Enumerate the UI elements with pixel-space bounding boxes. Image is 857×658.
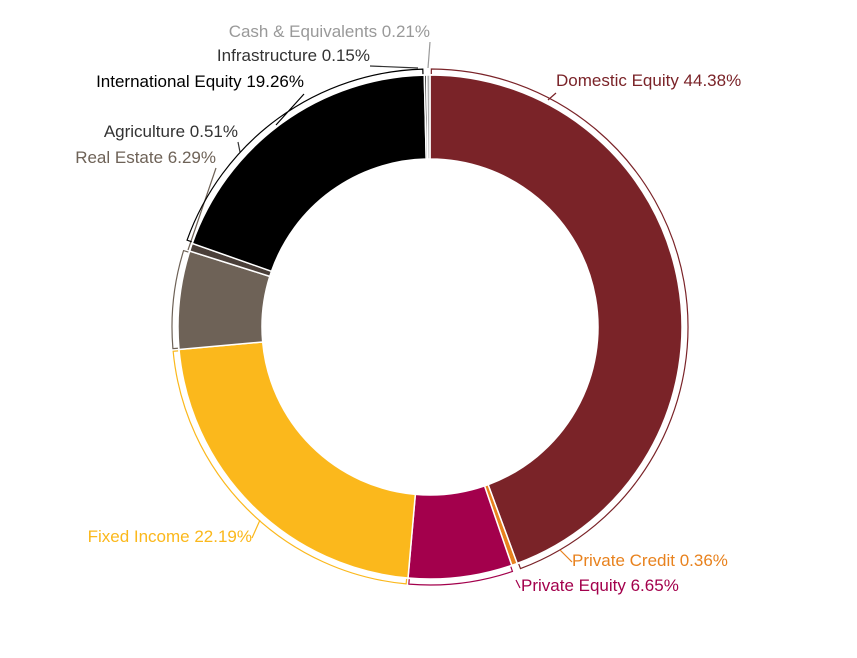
- leader-line: [172, 350, 408, 585]
- slice-domestic-equity: [429, 74, 683, 565]
- leader-line: [237, 141, 241, 153]
- leader-line: [171, 167, 217, 350]
- slice-cash-equivalents: [425, 74, 431, 160]
- slice-label-real-estate: Real Estate 6.29%: [75, 148, 216, 167]
- slice-label-private-credit: Private Credit 0.36%: [572, 551, 728, 570]
- leader-line: [559, 549, 573, 563]
- slice-label-fixed-income: Fixed Income 22.19%: [88, 527, 252, 546]
- leader-line: [430, 68, 689, 570]
- label-leader-lines: [171, 41, 689, 589]
- slice-label-domestic-equity: Domestic Equity 44.38%: [556, 71, 741, 90]
- slice-fixed-income: [178, 341, 417, 579]
- slice-international-equity: [191, 74, 427, 273]
- slice-label-cash-equivalents: Cash & Equivalents 0.21%: [229, 22, 430, 41]
- leader-line: [427, 41, 431, 69]
- donut-slices: [177, 74, 683, 580]
- leader-line: [369, 65, 419, 69]
- slice-label-agriculture: Agriculture 0.51%: [104, 122, 238, 141]
- leader-line: [408, 566, 521, 589]
- slice-labels: Domestic Equity 44.38% Private Credit 0.3…: [75, 22, 741, 595]
- leader-line: [186, 68, 424, 243]
- slice-label-private-equity: Private Equity 6.65%: [521, 576, 679, 595]
- slice-label-infrastructure: Infrastructure 0.15%: [217, 46, 370, 65]
- slice-label-international-equity: International Equity 19.26%: [96, 72, 304, 91]
